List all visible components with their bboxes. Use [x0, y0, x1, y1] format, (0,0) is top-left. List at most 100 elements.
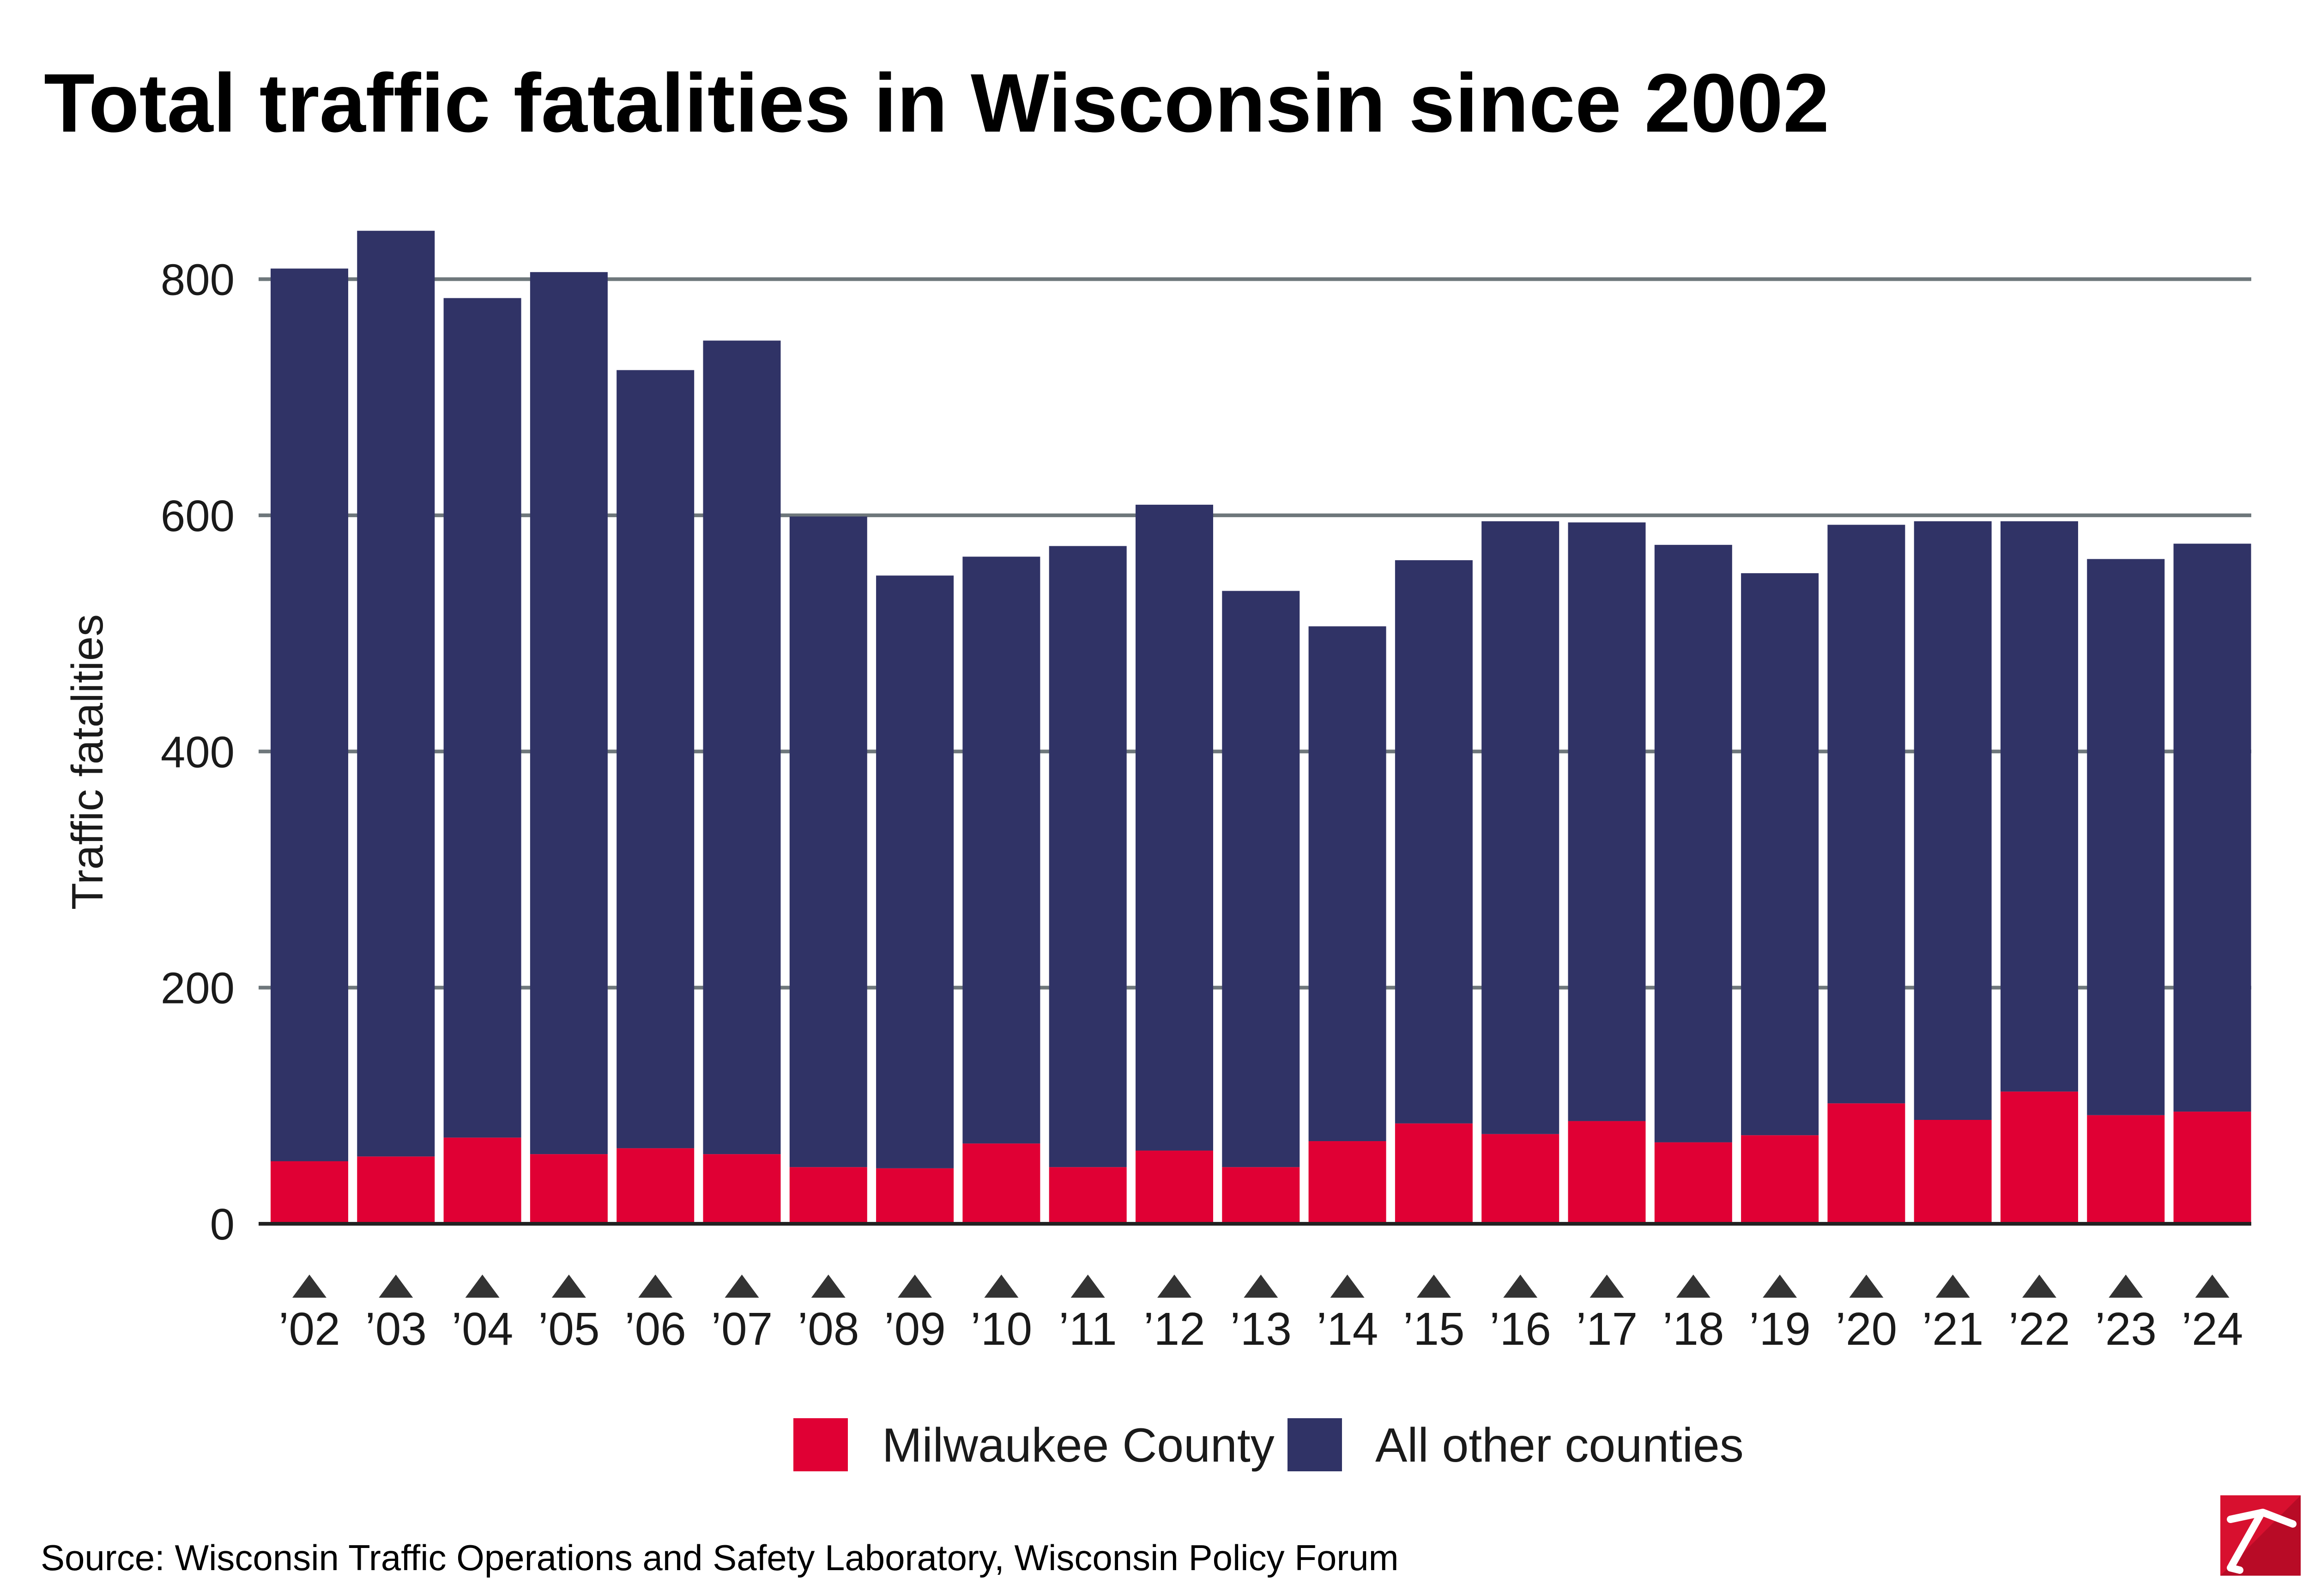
- bar-all-other-counties: [443, 298, 521, 1138]
- logo-pickaxe-icon: [2227, 1509, 2297, 1574]
- x-marker-triangle-icon: [292, 1275, 326, 1298]
- bar-milwaukee-county: [1222, 1167, 1300, 1224]
- x-tick-label: ’15: [1403, 1303, 1464, 1355]
- chart-title: Total traffic fatalities in Wisconsin si…: [44, 57, 1829, 150]
- x-marker-triangle-icon: [465, 1275, 500, 1298]
- x-marker-triangle-icon: [1330, 1275, 1365, 1298]
- bar-all-other-counties: [271, 268, 348, 1161]
- bar-all-other-counties: [1136, 504, 1213, 1151]
- bar-all-other-counties: [1481, 521, 1559, 1134]
- bar-milwaukee-county: [1654, 1142, 1732, 1224]
- bar-all-other-counties: [1308, 626, 1386, 1142]
- bar-all-other-counties: [617, 370, 695, 1149]
- bar-milwaukee-county: [876, 1168, 954, 1224]
- x-marker-triangle-icon: [379, 1275, 413, 1298]
- y-tick-label: 800: [161, 255, 235, 305]
- bar-all-other-counties: [2087, 559, 2165, 1115]
- bar-all-other-counties: [2001, 521, 2078, 1092]
- x-tick-label: ’18: [1662, 1303, 1724, 1355]
- source-note: Source: Wisconsin Traffic Operations and…: [41, 1537, 1399, 1578]
- y-tick-label: 400: [161, 727, 235, 777]
- legend-swatch-milwaukee: [793, 1418, 848, 1471]
- x-marker-triangle-icon: [1070, 1275, 1105, 1298]
- bar-milwaukee-county: [1827, 1103, 1905, 1224]
- bar-all-other-counties: [1222, 591, 1300, 1167]
- bar-milwaukee-county: [617, 1148, 695, 1224]
- x-axis-ticks: ’02 ’03 ’04 ’05 ’06 ’07 ’08 ’09 ’10 ’11 ’12 ’13 ’14 ’…: [278, 1303, 2243, 1355]
- x-marker-triangle-icon: [638, 1275, 673, 1298]
- bars: [271, 230, 2251, 1224]
- x-marker-triangle-icon: [1935, 1275, 1970, 1298]
- x-marker-triangle-icon: [811, 1275, 846, 1298]
- x-marker-triangle-icon: [2022, 1275, 2056, 1298]
- x-tick-label: ’20: [1836, 1303, 1897, 1355]
- x-tick-label: ’16: [1489, 1303, 1551, 1355]
- bar-all-other-counties: [1049, 546, 1127, 1167]
- x-tick-label: ’11: [1059, 1303, 1117, 1355]
- x-tick-label: ’23: [2095, 1303, 2157, 1355]
- x-tick-label: ’02: [278, 1303, 340, 1355]
- bar-all-other-counties: [530, 272, 608, 1155]
- x-tick-label: ’09: [884, 1303, 945, 1355]
- x-tick-label: ’05: [538, 1303, 599, 1355]
- x-tick-label: ’03: [365, 1303, 427, 1355]
- bar-milwaukee-county: [1914, 1120, 1992, 1224]
- bar-milwaukee-county: [1568, 1121, 1646, 1224]
- x-tick-label: ’13: [1230, 1303, 1292, 1355]
- x-tick-label: ’14: [1317, 1303, 1378, 1355]
- x-tick-label: ’21: [1922, 1303, 1983, 1355]
- x-marker-triangle-icon: [1416, 1275, 1451, 1298]
- bar-all-other-counties: [1654, 544, 1732, 1143]
- legend-label-other-counties: All other counties: [1375, 1419, 1744, 1472]
- bar-milwaukee-county: [962, 1143, 1040, 1224]
- bar-all-other-counties: [962, 556, 1040, 1144]
- bar-all-other-counties: [1741, 573, 1819, 1136]
- bar-milwaukee-county: [443, 1137, 521, 1224]
- bar-all-other-counties: [1914, 521, 1992, 1120]
- legend: Milwaukee County All other counties: [793, 1418, 1744, 1472]
- x-tick-label: ’04: [452, 1303, 513, 1355]
- y-tick-label: 0: [210, 1200, 235, 1249]
- x-marker-triangle-icon: [2195, 1275, 2230, 1298]
- bar-all-other-counties: [2173, 544, 2251, 1112]
- bar-all-other-counties: [789, 516, 867, 1167]
- bar-milwaukee-county: [271, 1161, 348, 1224]
- bar-milwaukee-county: [2001, 1091, 2078, 1224]
- y-tick-label: 200: [161, 964, 235, 1013]
- x-marker-triangle-icon: [1676, 1275, 1711, 1298]
- x-tick-label: ’10: [971, 1303, 1032, 1355]
- bar-all-other-counties: [1827, 525, 1905, 1104]
- bar-all-other-counties: [703, 340, 781, 1155]
- x-tick-label: ’19: [1749, 1303, 1810, 1355]
- x-tick-label: ’08: [798, 1303, 859, 1355]
- bar-milwaukee-county: [2087, 1115, 2165, 1224]
- bar-milwaukee-county: [1308, 1141, 1386, 1224]
- x-marker-triangle-icon: [1849, 1275, 1884, 1298]
- y-axis-label: Traffic fatalities: [63, 614, 112, 910]
- bar-all-other-counties: [876, 575, 954, 1168]
- x-marker-triangle-icon: [1244, 1275, 1278, 1298]
- legend-label-milwaukee: Milwaukee County: [882, 1419, 1275, 1472]
- bar-milwaukee-county: [789, 1167, 867, 1224]
- x-tick-label: ’17: [1576, 1303, 1638, 1355]
- x-tick-label: ’24: [2182, 1303, 2243, 1355]
- x-tick-label: ’06: [624, 1303, 686, 1355]
- wpf-logo: [2220, 1495, 2301, 1576]
- x-tick-label: ’22: [2008, 1303, 2070, 1355]
- x-axis-markers: [292, 1275, 2230, 1298]
- x-marker-triangle-icon: [898, 1275, 932, 1298]
- x-marker-triangle-icon: [984, 1275, 1019, 1298]
- x-marker-triangle-icon: [551, 1275, 586, 1298]
- x-marker-triangle-icon: [725, 1275, 759, 1298]
- y-axis-ticks: 0 200 400 600 800: [161, 255, 235, 1249]
- bar-milwaukee-county: [703, 1154, 781, 1224]
- bar-milwaukee-county: [1395, 1123, 1473, 1224]
- x-marker-triangle-icon: [1157, 1275, 1191, 1298]
- bar-all-other-counties: [1568, 522, 1646, 1121]
- x-marker-triangle-icon: [1503, 1275, 1538, 1298]
- x-marker-triangle-icon: [2109, 1275, 2143, 1298]
- bar-milwaukee-county: [2173, 1112, 2251, 1224]
- bar-all-other-counties: [357, 230, 435, 1157]
- bar-milwaukee-county: [1049, 1167, 1127, 1224]
